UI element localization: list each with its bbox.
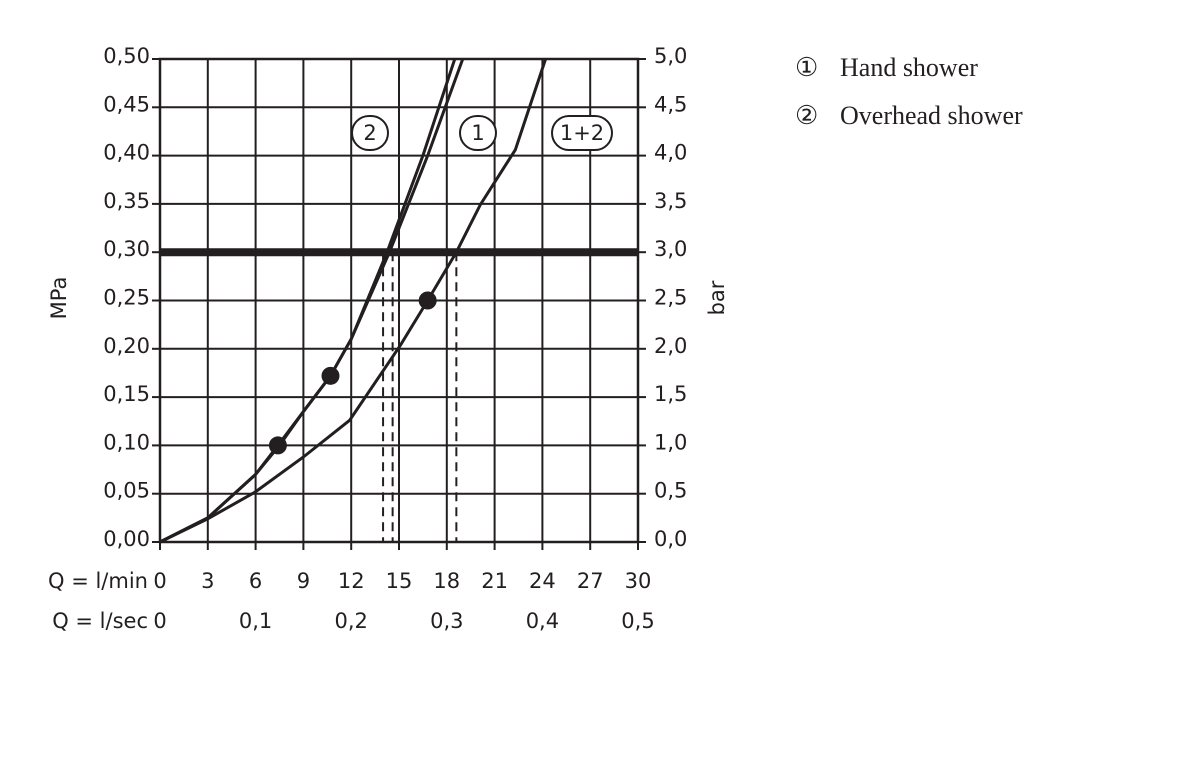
x2-tick-label: 0,1	[239, 609, 272, 633]
x2-axis-label: Q = l/sec	[52, 609, 148, 633]
point	[268, 436, 287, 455]
x2-tick-label: 0,3	[430, 609, 463, 633]
y2-tick-label: 4,5	[654, 92, 687, 116]
series-tag	[551, 115, 613, 151]
legend-label: Overhead shower	[840, 101, 1023, 130]
point	[418, 291, 437, 310]
x2-tick-label: 0,5	[621, 609, 654, 633]
line	[159, 58, 548, 544]
x-tick-label: 30	[625, 569, 652, 593]
y-tick-label: 0,20	[103, 334, 150, 358]
x-tick-label: 3	[201, 569, 214, 593]
y2-tick-label: 5,0	[654, 44, 687, 68]
y-tick-label: 0,45	[103, 92, 150, 116]
y2-tick-label: 0,0	[654, 527, 687, 551]
x-tick-label: 18	[433, 569, 460, 593]
x-tick-label: 27	[577, 569, 604, 593]
y2-tick-label: 0,5	[654, 479, 687, 503]
y-tick-label: 0,05	[103, 479, 150, 503]
series-name: 1	[471, 121, 484, 145]
point	[321, 366, 340, 385]
y2-tick-label: 3,0	[654, 237, 687, 261]
y2-axis-label: bar	[705, 280, 729, 315]
series-name: 2	[363, 121, 376, 145]
x-tick-label: 15	[386, 569, 413, 593]
y-tick-label: 0,40	[103, 141, 150, 165]
line	[159, 58, 465, 544]
y2-tick-label: 2,5	[654, 286, 687, 310]
y2-tick-label: 1,5	[654, 382, 687, 406]
x2-tick-label: 0	[153, 609, 166, 633]
x-tick-label: 24	[529, 569, 556, 593]
x-tick-label: 9	[297, 569, 310, 593]
y-tick-label: 0,00	[103, 527, 150, 551]
series-tag	[351, 115, 389, 151]
y-axis-label: MPa	[47, 277, 71, 320]
legend-label: Hand shower	[840, 53, 978, 82]
y-tick-label: 0,35	[103, 189, 150, 213]
x-tick-label: 12	[338, 569, 365, 593]
y-tick-label: 0,50	[103, 44, 150, 68]
x-tick-label: 0	[153, 569, 166, 593]
x-tick-label: 6	[249, 569, 262, 593]
y2-tick-label: 2,0	[654, 334, 687, 358]
legend-symbol: ②	[795, 101, 818, 130]
y-tick-label: 0,10	[103, 430, 150, 454]
x-tick-label: 21	[481, 569, 508, 593]
x2-tick-label: 0,4	[526, 609, 559, 633]
y2-tick-label: 1,0	[654, 430, 687, 454]
y-tick-label: 0,25	[103, 286, 150, 310]
x-axis-label: Q = l/min	[48, 569, 148, 593]
x2-tick-label: 0,2	[334, 609, 367, 633]
legend-symbol: ①	[795, 53, 818, 82]
plot-frame	[158, 57, 640, 544]
y-tick-label: 0,15	[103, 382, 150, 406]
y2-tick-label: 3,5	[654, 189, 687, 213]
series-tag	[459, 115, 497, 151]
series-name: 1+2	[560, 121, 604, 145]
y-tick-label: 0,30	[103, 237, 150, 261]
y2-tick-label: 4,0	[654, 141, 687, 165]
